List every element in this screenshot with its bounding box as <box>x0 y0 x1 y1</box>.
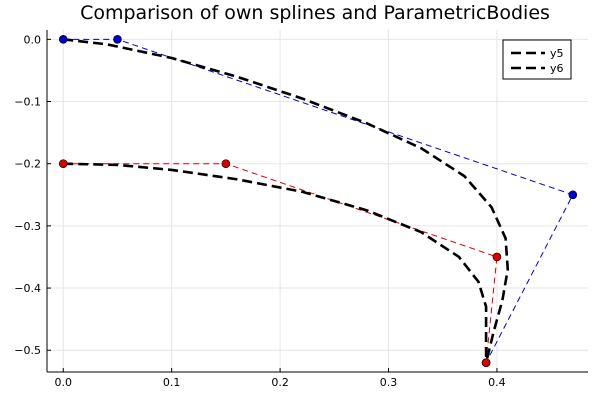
legend-box <box>502 39 572 80</box>
control-point-marker <box>58 35 68 44</box>
control-point-marker <box>58 159 68 168</box>
x-tick-label: 0.1 <box>163 376 181 389</box>
x-tick-label: 0.4 <box>488 376 506 389</box>
control-polygon-line <box>63 38 574 363</box>
series-y5-line <box>63 38 510 363</box>
y-tick-label: −0.4 <box>14 282 41 295</box>
y-tick-label: −0.5 <box>14 344 41 357</box>
x-tick-label: 0.2 <box>271 376 289 389</box>
series-y6-line <box>63 162 488 363</box>
control-point-marker <box>481 358 491 367</box>
legend-label-y6: y6 <box>550 62 564 75</box>
control-point-marker <box>492 252 502 262</box>
chart-title: Comparison of own splines and Parametric… <box>80 2 550 24</box>
control-point-marker <box>113 35 122 44</box>
axis-layer: 0.0 0.1 0.2 0.3 0.4 0.0 −0.1 −0.2 −0.3 −0.4 −0.5 <box>14 30 588 389</box>
y-tick-label: −0.3 <box>14 220 41 233</box>
y-tick-label: −0.1 <box>14 96 41 109</box>
y-tick-label: −0.2 <box>14 158 41 171</box>
legend-label-y5: y5 <box>550 47 564 60</box>
series-layer <box>58 35 578 367</box>
x-tick-label: 0.3 <box>380 376 398 389</box>
control-point-marker <box>221 159 231 168</box>
control-point-marker <box>568 190 578 200</box>
x-tick-label: 0.0 <box>55 376 73 389</box>
y-tick-label: 0.0 <box>24 33 42 46</box>
control-polygon-line <box>63 163 498 363</box>
